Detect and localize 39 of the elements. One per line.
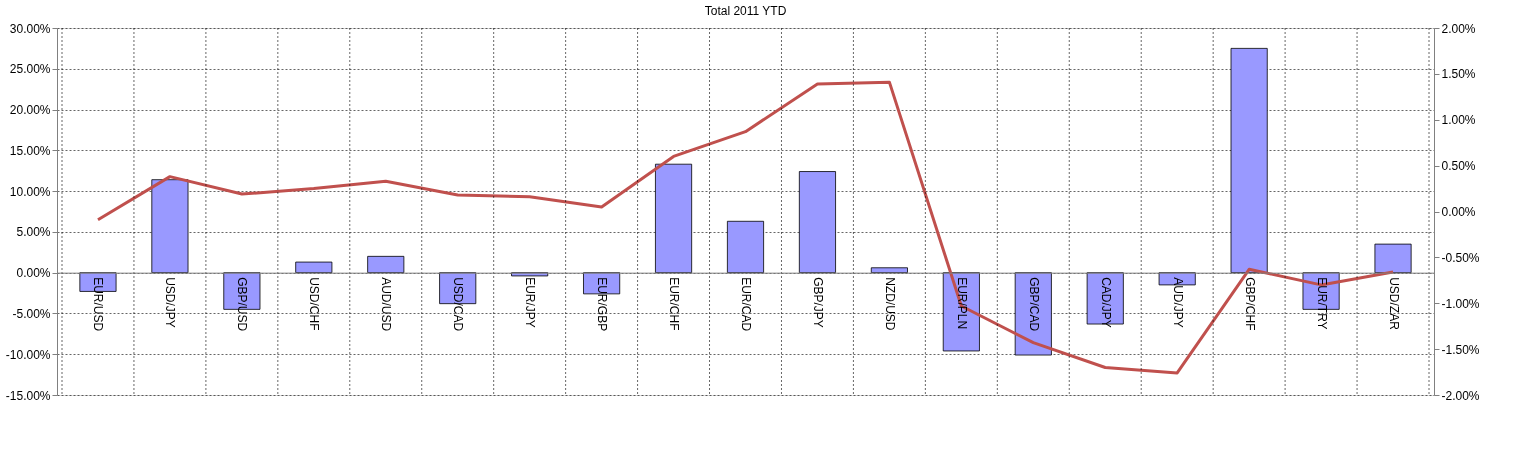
x-tick-label: GBP/CAD (1026, 277, 1041, 332)
y2-tick-label: 1.50% (1441, 67, 1476, 82)
y2-tick-label: 2.00% (1441, 21, 1476, 36)
y-tick-label: 10.00% (9, 184, 51, 199)
y2-tick-label: 0.00% (1441, 205, 1476, 219)
x-tick-label: AUD/USD (379, 277, 394, 332)
x-tick-label: USD/CAD (451, 277, 466, 332)
y-tick-label: 25.00% (9, 62, 51, 77)
y2-tick-label: -0.50% (1441, 250, 1480, 265)
x-tick-label: EUR/PLN (954, 277, 969, 330)
y2-tick-label: 0.50% (1441, 159, 1476, 174)
x-tick-label: GBP/CHF (1242, 277, 1257, 331)
x-tick-label: GBP/JPY (810, 277, 825, 328)
y-tick-label: 15.00% (9, 143, 51, 158)
y2-tick-label: -1.50% (1441, 342, 1480, 357)
y-tick-label: 20.00% (9, 103, 51, 118)
y2-tick-label: 1.00% (1441, 113, 1476, 128)
x-tick-label: EUR/GBP (595, 277, 610, 332)
x-tick-label: CAD/JPY (1098, 277, 1113, 328)
x-tick-label: EUR/USD (91, 277, 106, 332)
y2-tick-label: -1.00% (1441, 296, 1480, 311)
y-tick-label: -15.00% (5, 388, 51, 403)
y-tick-label: 0.00% (16, 266, 51, 281)
y2-tick-label: -2.00% (1441, 388, 1480, 403)
chart-title: Total 2011 YTD (704, 4, 787, 18)
x-tick-label: EUR/CHF (667, 277, 682, 331)
y-tick-label: -5.00% (12, 306, 51, 321)
x-tick-label: USD/ZAR (1386, 277, 1401, 331)
x-tick-label: GBP/USD (235, 277, 250, 332)
x-tick-label: AUD/JPY (1170, 277, 1185, 328)
x-tick-label: EUR/JPY (523, 277, 538, 328)
x-tick-label: EUR/CAD (739, 277, 753, 332)
x-tick-label: USD/JPY (163, 277, 178, 328)
y-tick-label: 5.00% (16, 225, 51, 240)
x-tick-label: USD/CHF (307, 277, 322, 331)
y-tick-label: 30.00% (9, 21, 51, 36)
y-tick-label: -10.00% (5, 347, 51, 362)
x-tick-label: EUR/TRY (1314, 277, 1329, 330)
x-tick-label: NZD/USD (882, 277, 897, 331)
